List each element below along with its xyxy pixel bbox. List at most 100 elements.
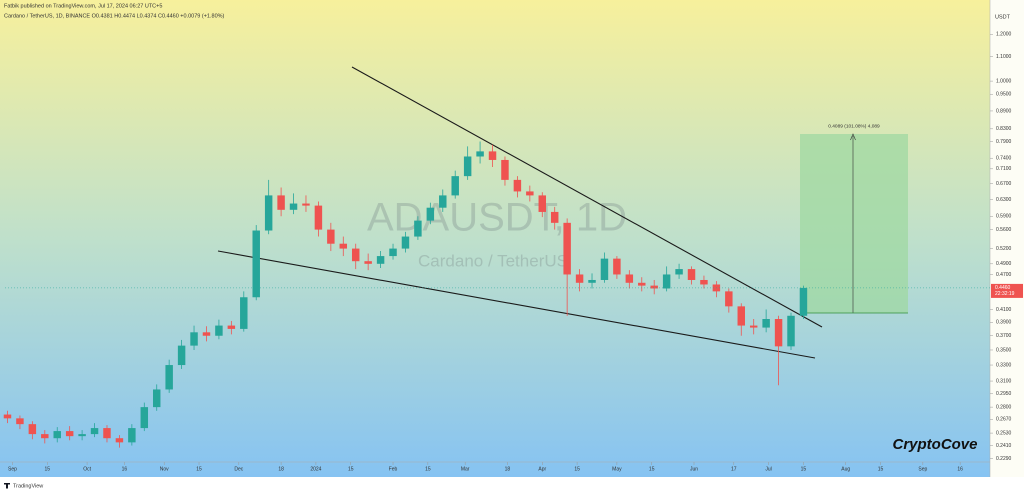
x-tick-label: 15	[878, 466, 884, 472]
y-tick-label: 0.9500	[996, 92, 1012, 98]
candle-body	[364, 261, 372, 264]
candle-body	[41, 434, 49, 439]
x-tick-label: 2024	[310, 466, 321, 472]
candle-body	[488, 151, 497, 160]
candle-body	[463, 156, 472, 177]
candle-body	[140, 407, 149, 429]
candle-body	[240, 297, 248, 329]
candle-body	[277, 195, 285, 210]
candle-body	[749, 325, 758, 328]
candle-body	[613, 258, 621, 275]
y-tick-label: 0.8300	[996, 126, 1012, 132]
footer-logo	[4, 483, 10, 489]
candle-body	[264, 195, 273, 231]
x-tick-label: Dec	[234, 466, 243, 472]
candle-body	[28, 424, 37, 435]
candle-body	[190, 332, 198, 346]
candle-body	[252, 230, 260, 298]
candle-body	[401, 236, 410, 249]
y-tick-label: 0.3900	[996, 320, 1012, 326]
candle-body	[227, 325, 236, 329]
candle-body	[650, 285, 658, 289]
countdown: 22:32:19	[995, 291, 1015, 297]
candle-body	[526, 191, 534, 196]
x-tick-label: Feb	[389, 466, 398, 472]
candle-body	[700, 279, 708, 285]
x-tick-label: Oct	[83, 466, 91, 472]
last-price-label: 0.4460	[995, 285, 1011, 291]
candle-body	[476, 151, 484, 157]
y-tick-label: 0.5900	[996, 214, 1012, 220]
y-tick-label: 0.4100	[996, 307, 1012, 313]
candle-body	[90, 428, 99, 435]
y-tick-label: 0.8900	[996, 108, 1012, 114]
y-tick-label: 0.3300	[996, 362, 1012, 368]
y-tick-label: 1.1000	[996, 54, 1012, 60]
y-tick-label: 0.2800	[996, 404, 1012, 410]
candle-body	[550, 211, 559, 223]
brand-watermark: CryptoCove	[892, 436, 977, 453]
candle-body	[575, 274, 584, 283]
candle-body	[215, 325, 223, 336]
price-axis-panel	[990, 0, 1024, 477]
target-label: 0.4089 (101.08%) 4,089	[828, 123, 880, 129]
x-tick-label: 17	[731, 466, 737, 472]
candle-body	[351, 248, 360, 262]
candle-body	[53, 431, 61, 439]
footer-brand: TradingView	[13, 483, 43, 489]
upper-trendline	[351, 66, 823, 328]
y-tick-label: 0.2410	[996, 443, 1012, 449]
candle-body	[439, 195, 447, 208]
x-tick-label: 18	[505, 466, 511, 472]
x-tick-label: Mar	[461, 466, 470, 472]
candle-body	[327, 229, 335, 244]
y-tick-label: 0.3500	[996, 347, 1012, 353]
candle-body	[725, 291, 733, 307]
candle-body	[687, 269, 696, 280]
x-tick-label: May	[612, 466, 622, 472]
y-tick-label: 0.3700	[996, 333, 1012, 339]
symbol-watermark-sub: Cardano / TetherUS	[418, 251, 568, 270]
candle-body	[501, 159, 509, 180]
last-price-tag	[991, 283, 1023, 298]
candle-body	[115, 438, 124, 443]
y-tick-label: 0.3100	[996, 378, 1012, 384]
y-tick-label: 0.5600	[996, 227, 1012, 233]
candle-body	[563, 222, 571, 275]
y-tick-label: 0.7400	[996, 156, 1012, 162]
x-tick-label: 15	[574, 466, 580, 472]
x-tick-label: 15	[196, 466, 202, 472]
candle-body	[128, 428, 136, 443]
candle-body	[662, 274, 671, 289]
y-tick-label: 0.2530	[996, 430, 1012, 436]
y-tick-label: 0.7900	[996, 139, 1012, 145]
x-tick-label: Sep	[8, 466, 17, 472]
y-tick-label: 0.4700	[996, 272, 1012, 278]
candle-body	[314, 205, 323, 230]
x-tick-label: Sep	[918, 466, 927, 472]
currency: USDT	[995, 14, 1011, 20]
candle-body	[414, 220, 422, 237]
candle-body	[588, 279, 596, 283]
candle-body	[3, 414, 12, 419]
published-line: Fatbik published on TradingView.com, Jul…	[4, 3, 162, 9]
candle-body	[600, 258, 609, 280]
candle-body	[177, 345, 186, 366]
candle-body	[289, 203, 298, 210]
candle-body	[339, 243, 348, 249]
x-tick-label: Apr	[538, 466, 546, 472]
y-tick-label: 0.5200	[996, 246, 1012, 252]
candle-body	[426, 207, 435, 221]
target-arrowhead	[850, 133, 856, 141]
x-tick-label: 18	[278, 466, 284, 472]
y-tick-label: 0.6300	[996, 197, 1012, 203]
target-box	[800, 134, 908, 313]
candle-body	[513, 179, 522, 192]
x-tick-label: Jun	[690, 466, 698, 472]
candle-body	[625, 274, 634, 283]
footer-bar	[0, 477, 1024, 492]
y-tick-label: 0.7100	[996, 166, 1012, 172]
candle-body	[451, 176, 459, 196]
